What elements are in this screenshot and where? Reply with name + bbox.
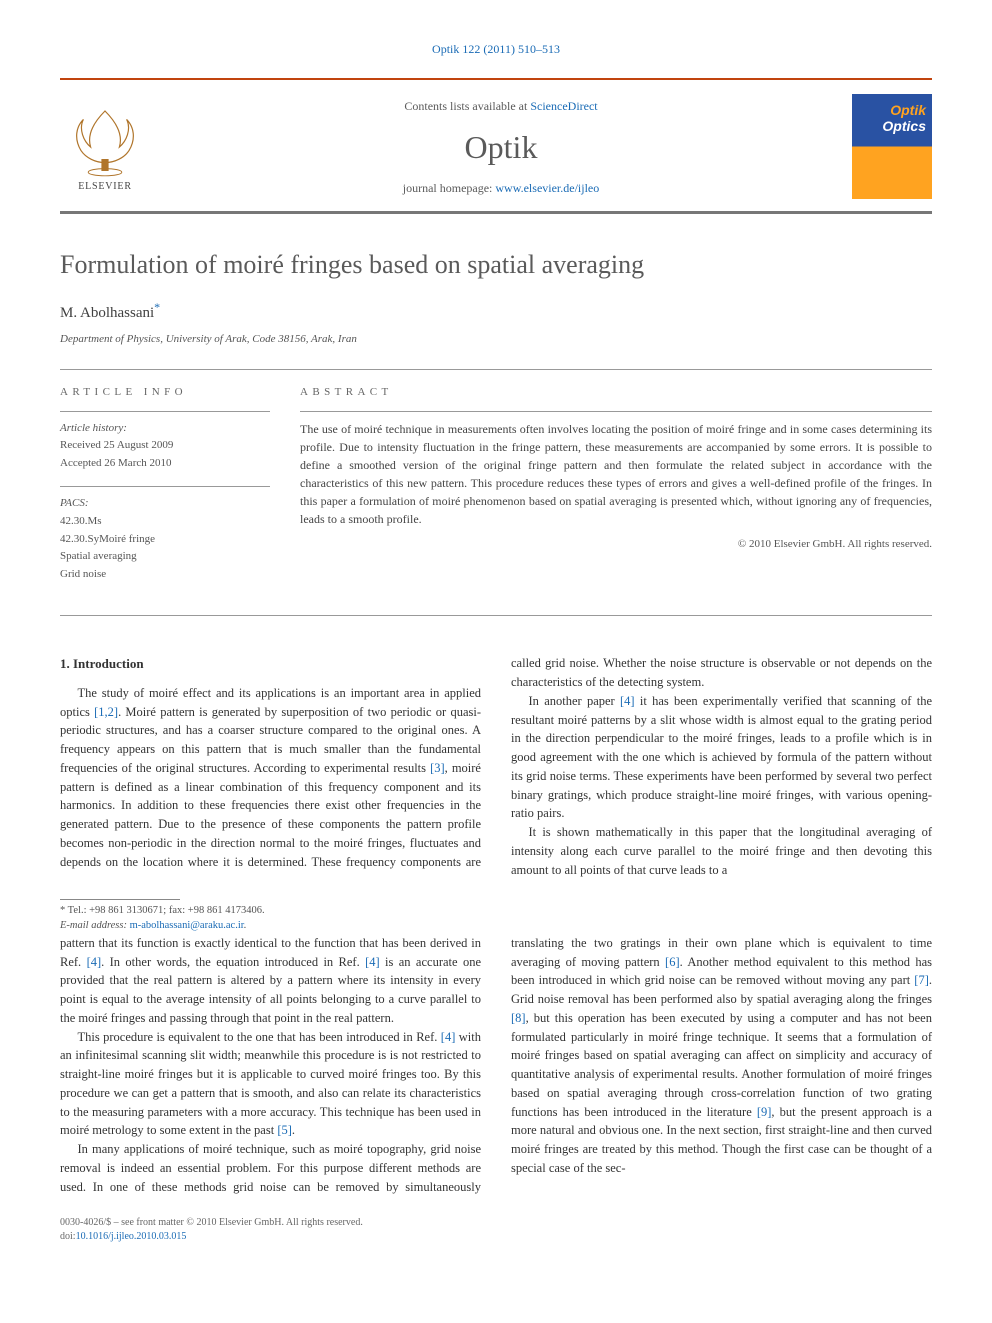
journal-cover-thumbnail: Optik Optics bbox=[852, 94, 932, 199]
divider bbox=[300, 411, 932, 412]
pacs-code-1: 42.30.Ms bbox=[60, 513, 270, 531]
citation-link[interactable]: [7] bbox=[914, 973, 929, 987]
keyword-2: Grid noise bbox=[60, 566, 270, 584]
footnote-separator bbox=[60, 899, 180, 900]
paragraph: It is shown mathematically in this paper… bbox=[511, 823, 932, 879]
author-name: M. Abolhassani* bbox=[60, 298, 932, 325]
page-footer: 0030-4026/$ – see front matter © 2010 El… bbox=[60, 1216, 932, 1244]
journal-homepage-line: journal homepage: www.elsevier.de/ijleo bbox=[150, 179, 852, 197]
pacs-code-2: 42.30.SyMoiré fringe bbox=[60, 531, 270, 549]
elsevier-tree-icon bbox=[69, 105, 141, 177]
accepted-date: Accepted 26 March 2010 bbox=[60, 455, 270, 473]
doi-link[interactable]: 10.1016/j.ijleo.2010.03.015 bbox=[76, 1231, 187, 1242]
front-matter-line: 0030-4026/$ – see front matter © 2010 El… bbox=[60, 1216, 932, 1230]
paragraph: In another paper [4] it has been experim… bbox=[511, 692, 932, 823]
paragraph: pattern that its function is exactly ide… bbox=[60, 934, 481, 1028]
pacs-keywords: PACS: 42.30.Ms 42.30.SyMoiré fringe Spat… bbox=[60, 495, 270, 583]
affiliation: Department of Physics, University of Ara… bbox=[60, 331, 932, 348]
citation-link[interactable]: [9] bbox=[757, 1105, 772, 1119]
citation-link[interactable]: [4] bbox=[365, 955, 380, 969]
elsevier-label: ELSEVIER bbox=[78, 179, 132, 194]
citation-link[interactable]: [6] bbox=[665, 955, 680, 969]
journal-ref-link[interactable]: Optik 122 (2011) 510–513 bbox=[432, 42, 560, 56]
elsevier-logo: ELSEVIER bbox=[60, 99, 150, 194]
citation-link[interactable]: [4] bbox=[87, 955, 102, 969]
article-title: Formulation of moiré fringes based on sp… bbox=[60, 249, 932, 280]
divider bbox=[60, 615, 932, 616]
abstract-heading: abstract bbox=[300, 384, 932, 401]
citation-link[interactable]: [4] bbox=[441, 1030, 456, 1044]
citation-link[interactable]: [3] bbox=[430, 761, 445, 775]
divider bbox=[60, 411, 270, 412]
corresponding-email: E-mail address: m-abolhassani@araku.ac.i… bbox=[60, 919, 932, 934]
abstract-copyright: © 2010 Elsevier GmbH. All rights reserve… bbox=[300, 536, 932, 553]
abstract-text: The use of moiré technique in measuremen… bbox=[300, 420, 932, 528]
journal-name: Optik bbox=[150, 123, 852, 171]
header-center: Contents lists available at ScienceDirec… bbox=[150, 97, 852, 197]
citation-link[interactable]: [8] bbox=[511, 1011, 526, 1025]
article-info-heading: article info bbox=[60, 384, 270, 401]
citation-link[interactable]: [1,2] bbox=[94, 705, 118, 719]
footnotes: * Tel.: +98 861 3130671; fax: +98 861 41… bbox=[60, 899, 932, 933]
citation-link[interactable]: [5] bbox=[277, 1123, 292, 1137]
corresponding-mark: * bbox=[154, 300, 160, 314]
section-heading-intro: 1. Introduction bbox=[60, 654, 481, 674]
sciencedirect-link[interactable]: ScienceDirect bbox=[530, 99, 597, 113]
citation-link[interactable]: [4] bbox=[620, 694, 635, 708]
journal-header: ELSEVIER Contents lists available at Sci… bbox=[60, 78, 932, 214]
keyword-1: Spatial averaging bbox=[60, 548, 270, 566]
body-text: 1. Introduction The study of moiré effec… bbox=[60, 654, 932, 1196]
article-info-column: article info Article history: Received 2… bbox=[60, 384, 270, 597]
corresponding-tel: * Tel.: +98 861 3130671; fax: +98 861 41… bbox=[60, 904, 932, 919]
doi-line: doi:10.1016/j.ijleo.2010.03.015 bbox=[60, 1230, 932, 1244]
divider bbox=[60, 486, 270, 487]
abstract-column: abstract The use of moiré technique in m… bbox=[300, 384, 932, 597]
history-label: Article history: bbox=[60, 420, 270, 438]
paragraph: This procedure is equivalent to the one … bbox=[60, 1028, 481, 1141]
contents-list-line: Contents lists available at ScienceDirec… bbox=[150, 97, 852, 115]
received-date: Received 25 August 2009 bbox=[60, 437, 270, 455]
email-link[interactable]: m-abolhassani@araku.ac.ir bbox=[130, 920, 244, 931]
cover-title-2: Optics bbox=[882, 116, 926, 137]
info-abstract-row: article info Article history: Received 2… bbox=[60, 370, 932, 615]
journal-homepage-link[interactable]: www.elsevier.de/ijleo bbox=[495, 181, 599, 195]
article-history: Article history: Received 25 August 2009… bbox=[60, 420, 270, 473]
pacs-label: PACS: bbox=[60, 495, 270, 513]
journal-reference: Optik 122 (2011) 510–513 bbox=[60, 40, 932, 58]
